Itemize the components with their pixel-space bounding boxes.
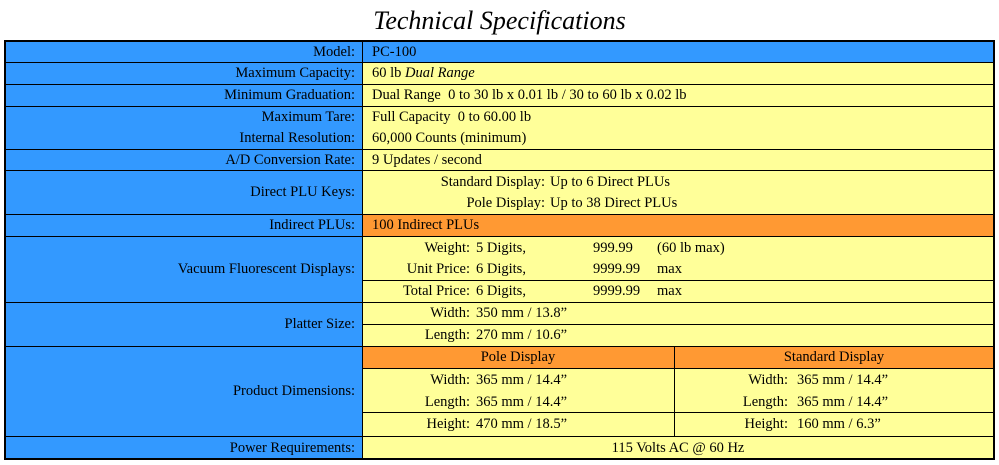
label: A/D Conversion Rate:: [225, 152, 355, 168]
label: Platter Size:: [284, 316, 355, 332]
table-frame: [4, 40, 995, 460]
label: Model:: [313, 44, 355, 60]
value: 115 Volts AC @ 60 Hz: [611, 440, 745, 456]
value: 9999.99: [593, 261, 641, 277]
sub-label: Height:: [744, 416, 789, 432]
label: Maximum Tare:: [261, 109, 355, 125]
label: Power Requirements:: [229, 440, 355, 456]
value: 365 mm / 14.4”: [476, 394, 568, 410]
unit: max: [657, 261, 682, 277]
label: Maximum Capacity:: [235, 65, 355, 81]
value: 365 mm / 14.4”: [476, 372, 568, 388]
cell: [5, 236, 363, 303]
column-title: Standard Display: [783, 349, 885, 365]
cell: [674, 412, 994, 437]
title: Technical Specifications: [373, 6, 626, 35]
cell: [362, 106, 994, 150]
cell: [362, 170, 994, 215]
unit: (60 lb max): [657, 240, 725, 256]
label: Product Dimensions:: [232, 383, 355, 399]
cell: [5, 346, 363, 437]
value: Dual Range 0 to 30 lb x 0.01 lb / 30 to …: [372, 87, 687, 103]
sub-label: Length:: [424, 327, 470, 343]
sub-label: Standard Display:: [440, 174, 545, 190]
value: 9 Updates / second: [372, 152, 482, 168]
cell: [362, 236, 994, 281]
value: 365 mm / 14.4”: [797, 394, 889, 410]
digits: 6 Digits,: [476, 261, 526, 277]
cell: [5, 302, 363, 347]
sub-label: Length:: [742, 394, 788, 410]
note: Dual Range: [405, 65, 475, 81]
sub-label: Weight:: [424, 240, 470, 256]
label: Direct PLU Keys:: [250, 184, 355, 200]
value: 60,000 Counts (minimum): [372, 130, 527, 146]
digits: 6 Digits,: [476, 283, 526, 299]
sub-label: Total Price:: [402, 283, 470, 299]
label: Internal Resolution:: [239, 130, 355, 146]
value: Full Capacity 0 to 60.00 lb: [372, 109, 532, 125]
value: Up to 6 Direct PLUs: [550, 174, 671, 190]
value: Up to 38 Direct PLUs: [550, 195, 678, 211]
label: Vacuum Fluorescent Displays:: [177, 261, 355, 277]
sub-label: Width:: [748, 372, 788, 388]
cell: [362, 368, 675, 413]
sub-label: Width:: [430, 372, 470, 388]
value: 999.99: [593, 240, 633, 256]
value: 365 mm / 14.4”: [797, 372, 889, 388]
value-group: 60 lb Dual Range: [372, 62, 475, 84]
unit: max: [657, 283, 682, 299]
sub-label: Pole Display:: [466, 195, 545, 211]
value: 60 lb: [372, 65, 402, 81]
value: PC-100: [372, 44, 417, 60]
sub-label: Length:: [424, 394, 470, 410]
value: 270 mm / 10.6”: [476, 327, 568, 343]
label: Indirect PLUs:: [269, 217, 355, 233]
value: 160 mm / 6.3”: [797, 416, 881, 432]
digits: 5 Digits,: [476, 240, 526, 256]
value: 470 mm / 18.5”: [476, 416, 568, 432]
value: 100 Indirect PLUs: [372, 217, 480, 233]
value: 350 mm / 13.8”: [476, 305, 568, 321]
sub-label: Unit Price:: [406, 261, 470, 277]
value: 9999.99: [593, 283, 641, 299]
label: Minimum Graduation:: [224, 87, 355, 103]
sub-label: Height:: [426, 416, 471, 432]
column-title: Pole Display: [480, 349, 556, 365]
sub-label: Width:: [430, 305, 470, 321]
